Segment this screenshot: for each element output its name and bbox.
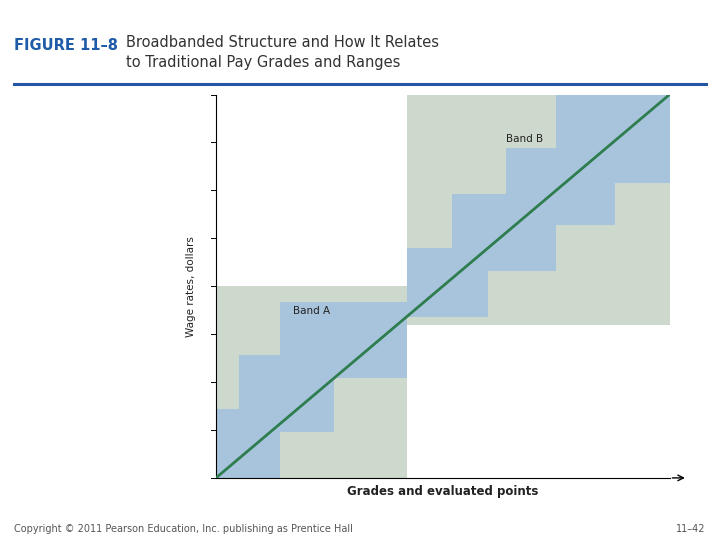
Bar <box>407 94 670 325</box>
Text: 11–42: 11–42 <box>676 523 706 534</box>
Text: Wage rates, dollars: Wage rates, dollars <box>186 236 196 336</box>
Bar <box>216 286 407 478</box>
Bar <box>407 248 488 317</box>
Text: FIGURE 11–8: FIGURE 11–8 <box>14 38 118 53</box>
Bar <box>452 194 556 271</box>
Text: Broadbanded Structure and How It Relates
to Traditional Pay Grades and Ranges: Broadbanded Structure and How It Relates… <box>126 35 439 70</box>
X-axis label: Grades and evaluated points: Grades and evaluated points <box>347 485 539 498</box>
Bar <box>506 148 615 225</box>
Bar <box>216 409 279 478</box>
Bar <box>239 355 334 432</box>
Text: Copyright © 2011 Pearson Education, Inc. publishing as Prentice Hall: Copyright © 2011 Pearson Education, Inc.… <box>14 523 354 534</box>
Bar <box>556 94 670 183</box>
Text: Band B: Band B <box>506 133 544 144</box>
Bar <box>279 301 407 378</box>
Text: Band A: Band A <box>293 306 330 316</box>
